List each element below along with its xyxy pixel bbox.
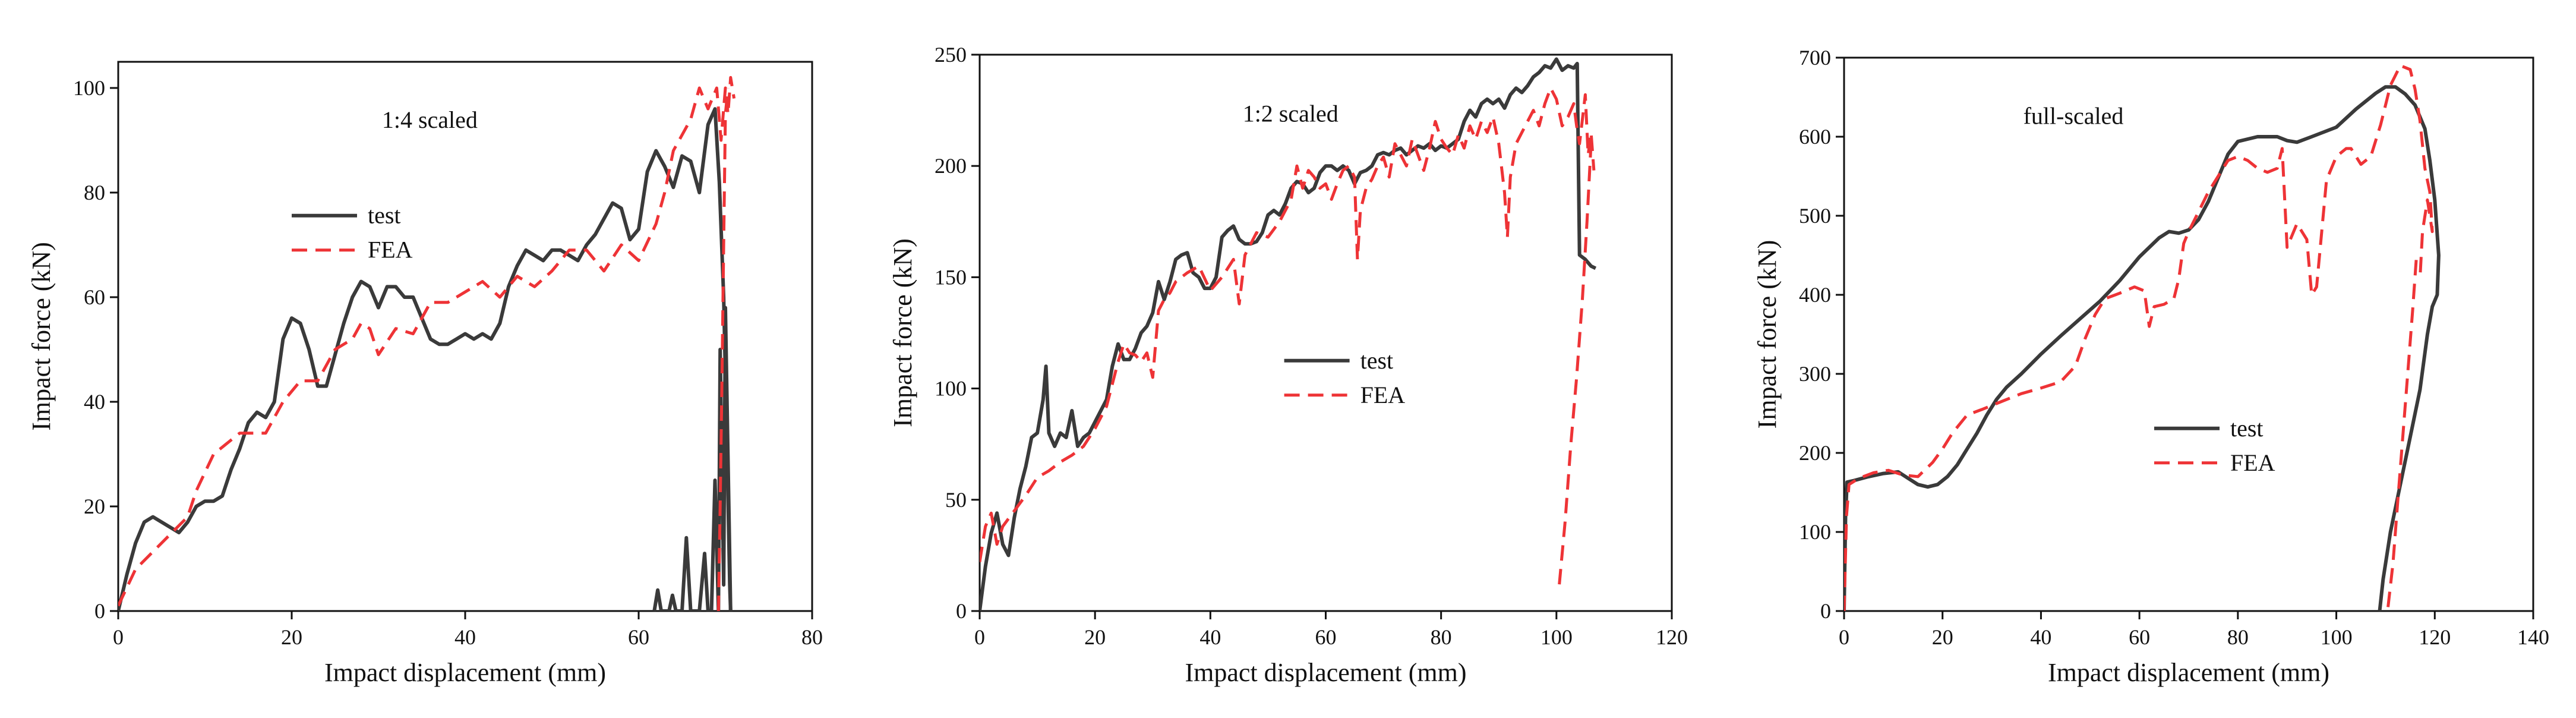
chart-panel-2: 0 20 40 60 80 100 120 0 50 100 150 200 250 Impact dis… — [888, 43, 1688, 687]
legend-label-test: test — [368, 202, 401, 229]
chart-panel-1: 0 20 40 60 80 0 20 40 60 80 100 Impact displacement… — [27, 61, 823, 687]
y-tick-label: 300 — [1799, 362, 1831, 386]
legend-label-test: test — [2230, 415, 2264, 442]
y-tick-label: 400 — [1799, 283, 1831, 307]
plot-frame — [978, 53, 1673, 612]
y-tick-label: 50 — [945, 488, 967, 512]
x-tick-label: 40 — [1199, 625, 1221, 649]
x-tick-label: 20 — [1932, 625, 1953, 649]
x-tick-label: 20 — [281, 625, 302, 649]
series-line-fea — [118, 75, 736, 607]
x-tick-label: 100 — [2321, 625, 2353, 649]
x-tick-label: 120 — [2419, 625, 2451, 649]
y-tick-label: 0 — [94, 599, 105, 623]
y-tick-label: 150 — [935, 265, 967, 289]
x-tick-label: 60 — [2129, 625, 2150, 649]
y-tick-label: 0 — [1820, 599, 1831, 623]
y-tick-label: 100 — [1799, 520, 1831, 544]
series-line-fea — [1844, 64, 2434, 611]
y-axis-title: Impact force (kN) — [1753, 240, 1782, 429]
data-lines — [118, 75, 736, 611]
y-tick-label: 40 — [84, 390, 105, 414]
x-tick-label: 100 — [1540, 625, 1573, 649]
panel-title: 1:4 scaled — [382, 106, 478, 133]
y-tick-label: 700 — [1799, 46, 1831, 70]
x-tick-label: 40 — [2030, 625, 2051, 649]
legend-label-fea: FEA — [368, 237, 413, 263]
panel-title: full-scaled — [2023, 103, 2124, 130]
y-tick-label: 100 — [73, 76, 105, 100]
y-tick-label: 100 — [935, 377, 967, 401]
series-line-fea-unloading — [716, 87, 730, 611]
legend: test FEA — [1284, 347, 1406, 408]
x-tick-label: 60 — [1315, 625, 1337, 649]
x-tick-label: 80 — [2227, 625, 2249, 649]
y-tick-label: 250 — [935, 43, 967, 67]
y-axis-title: Impact force (kN) — [888, 238, 917, 427]
x-tick-label: 40 — [454, 625, 476, 649]
legend-label-test: test — [1360, 347, 1394, 374]
data-lines — [1844, 64, 2441, 611]
x-tick-label: 80 — [801, 625, 823, 649]
series-line-test — [1844, 85, 2441, 611]
series-line-fea-unloading — [2386, 255, 2419, 607]
series-line-fea-unloading — [1558, 143, 1593, 585]
x-tick-label: 80 — [1431, 625, 1452, 649]
y-axis-title: Impact force (kN) — [27, 242, 56, 431]
legend: test FEA — [2154, 415, 2275, 476]
y-tick-label: 80 — [84, 181, 105, 204]
x-axis-title: Impact displacement (mm) — [2048, 658, 2329, 687]
x-tick-label: 60 — [628, 625, 649, 649]
series-line-test-unloading — [652, 306, 733, 611]
y-tick-label: 600 — [1799, 125, 1831, 149]
panel-title: 1:2 scaled — [1243, 100, 1338, 127]
plot-frame — [117, 61, 813, 612]
series-line-test — [118, 107, 733, 611]
x-tick-label: 140 — [2517, 625, 2549, 649]
x-axis-title: Impact displacement (mm) — [324, 658, 606, 687]
y-tick-label: 60 — [84, 285, 105, 309]
chart-panel-3: 0 20 40 60 80 100 120 140 0 100 200 300 400 500 600 700… — [1753, 46, 2549, 687]
data-lines — [980, 57, 1597, 611]
y-tick-label: 200 — [935, 154, 967, 178]
x-tick-label: 0 — [974, 625, 985, 649]
series-line-test — [980, 57, 1597, 611]
legend: test FEA — [292, 202, 413, 263]
x-tick-label: 20 — [1084, 625, 1106, 649]
x-tick-label: 0 — [1839, 625, 1849, 649]
plot-frame — [1843, 56, 2534, 612]
y-tick-label: 200 — [1799, 441, 1831, 465]
y-tick-label: 20 — [84, 495, 105, 518]
x-axis-title: Impact displacement (mm) — [1185, 658, 1466, 687]
legend-label-fea: FEA — [1360, 382, 1406, 408]
x-tick-label: 120 — [1656, 625, 1688, 649]
series-line-fea — [980, 86, 1596, 562]
y-tick-label: 0 — [956, 599, 967, 623]
x-tick-label: 0 — [113, 625, 124, 649]
legend-label-fea: FEA — [2230, 449, 2275, 476]
y-tick-label: 500 — [1799, 204, 1831, 228]
